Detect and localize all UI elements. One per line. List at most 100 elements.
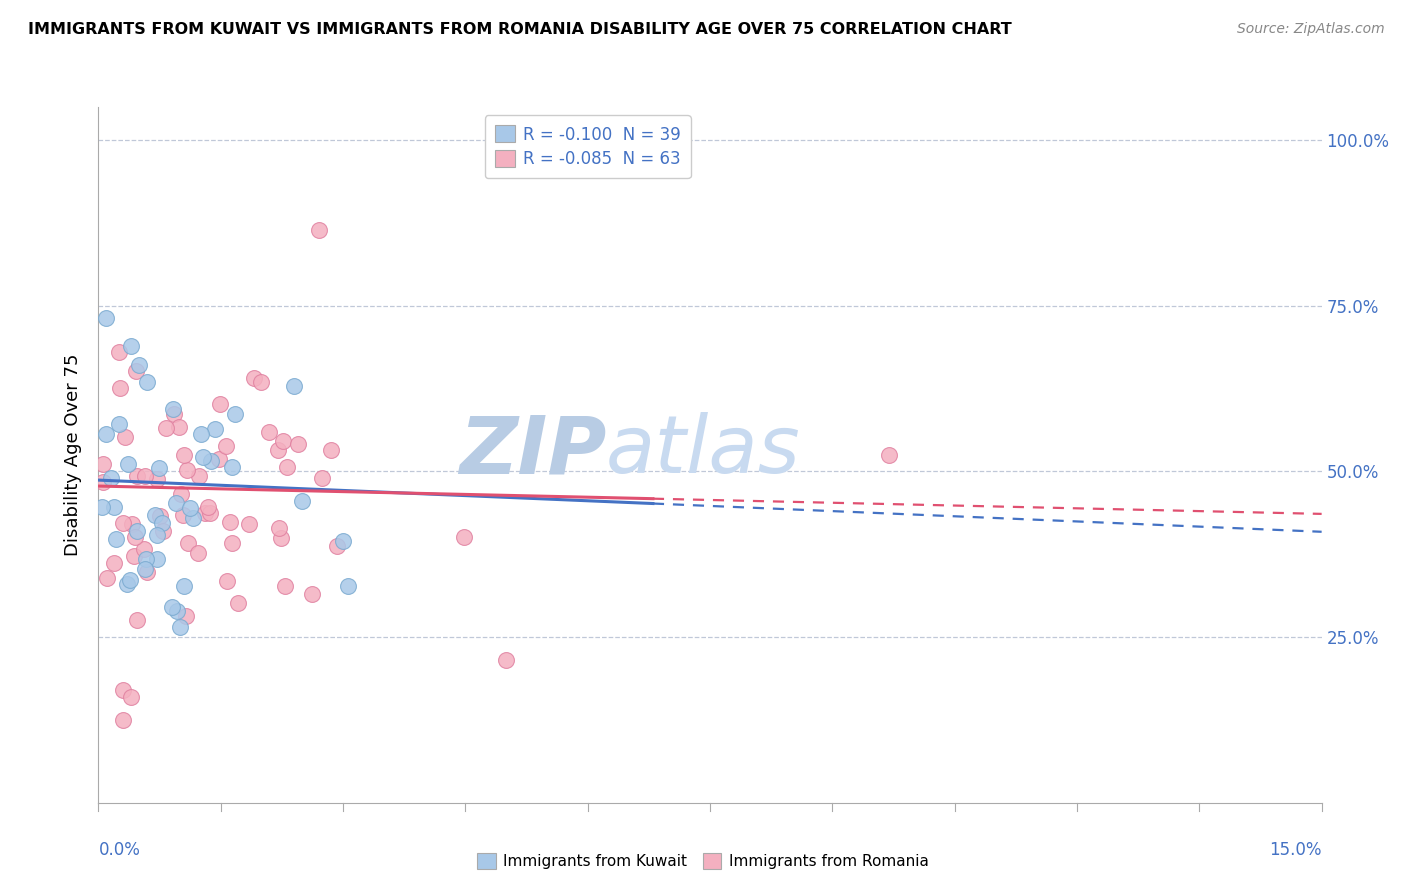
Point xyxy=(163,407,186,421)
Point xyxy=(221,460,243,475)
Point xyxy=(301,587,323,601)
Point xyxy=(115,576,138,591)
Point xyxy=(108,344,131,359)
Point xyxy=(308,222,330,236)
Point xyxy=(165,496,187,510)
Point xyxy=(274,579,297,593)
Point xyxy=(125,364,148,378)
Point xyxy=(128,359,150,373)
Point xyxy=(148,461,170,475)
Text: IMMIGRANTS FROM KUWAIT VS IMMIGRANTS FROM ROMANIA DISABILITY AGE OVER 75 CORRELA: IMMIGRANTS FROM KUWAIT VS IMMIGRANTS FRO… xyxy=(28,22,1012,37)
Point xyxy=(267,521,290,535)
Point xyxy=(152,524,174,538)
Point xyxy=(135,552,157,566)
Point xyxy=(124,530,146,544)
Point xyxy=(166,604,188,618)
Point xyxy=(191,450,214,464)
Point xyxy=(117,457,139,471)
Point xyxy=(167,419,190,434)
Point xyxy=(136,375,159,389)
Point xyxy=(174,609,197,624)
Point xyxy=(118,573,141,587)
Point xyxy=(108,417,131,431)
Point xyxy=(105,532,128,546)
Point xyxy=(879,448,901,462)
Point xyxy=(319,442,342,457)
Point xyxy=(94,427,117,442)
Point xyxy=(155,421,177,435)
Text: 0.0%: 0.0% xyxy=(98,841,141,859)
Point xyxy=(218,515,240,529)
Point xyxy=(181,510,204,524)
Point xyxy=(120,690,142,704)
Point xyxy=(257,425,280,439)
Point xyxy=(108,381,131,395)
Point xyxy=(100,471,122,485)
Point xyxy=(91,457,114,471)
Point xyxy=(121,517,143,532)
Point xyxy=(332,534,354,549)
Point xyxy=(197,500,219,515)
Point xyxy=(337,579,360,593)
Point xyxy=(190,427,212,442)
Point xyxy=(146,528,169,542)
Point xyxy=(162,402,184,417)
Point xyxy=(226,596,249,610)
Text: Source: ZipAtlas.com: Source: ZipAtlas.com xyxy=(1237,22,1385,37)
Point xyxy=(173,579,195,593)
Point xyxy=(311,471,333,485)
Point xyxy=(111,683,134,698)
Point xyxy=(224,407,246,421)
Point xyxy=(209,397,232,411)
Point xyxy=(217,574,239,588)
Point xyxy=(114,430,136,444)
Point xyxy=(177,536,200,550)
Text: 15.0%: 15.0% xyxy=(1270,841,1322,859)
Point xyxy=(134,562,156,576)
Point xyxy=(238,517,260,532)
Point xyxy=(134,468,156,483)
Point xyxy=(127,469,149,483)
Text: ZIP: ZIP xyxy=(458,412,606,491)
Point xyxy=(173,448,195,462)
Point xyxy=(179,501,201,516)
Point xyxy=(103,500,125,515)
Point xyxy=(249,375,271,389)
Point xyxy=(125,613,148,627)
Point xyxy=(267,442,290,457)
Point xyxy=(170,487,193,501)
Point xyxy=(143,508,166,523)
Point xyxy=(94,310,117,325)
Point xyxy=(124,549,146,563)
Point xyxy=(149,508,172,523)
Point xyxy=(125,524,148,538)
Point xyxy=(214,439,236,453)
Point xyxy=(96,571,118,585)
Point xyxy=(200,454,222,468)
Point xyxy=(111,713,134,727)
Point xyxy=(198,506,221,520)
Point xyxy=(208,451,231,466)
Point xyxy=(287,437,309,451)
Point xyxy=(187,546,209,560)
Point xyxy=(169,620,191,634)
Point xyxy=(271,434,294,449)
Point xyxy=(270,531,292,545)
Point xyxy=(326,539,349,553)
Point xyxy=(204,422,226,436)
Point xyxy=(136,565,159,579)
Point xyxy=(242,370,264,384)
Point xyxy=(221,536,243,550)
Legend: Immigrants from Kuwait, Immigrants from Romania: Immigrants from Kuwait, Immigrants from … xyxy=(471,847,935,875)
Point xyxy=(176,463,198,477)
Legend: R = -0.100  N = 39, R = -0.085  N = 63: R = -0.100 N = 39, R = -0.085 N = 63 xyxy=(485,115,690,178)
Point xyxy=(91,500,114,514)
Point xyxy=(111,516,134,530)
Text: atlas: atlas xyxy=(606,412,801,491)
Point xyxy=(150,516,173,530)
Point xyxy=(276,459,298,474)
Point xyxy=(172,508,194,523)
Point xyxy=(91,475,114,489)
Point xyxy=(103,556,125,570)
Point xyxy=(145,472,167,486)
